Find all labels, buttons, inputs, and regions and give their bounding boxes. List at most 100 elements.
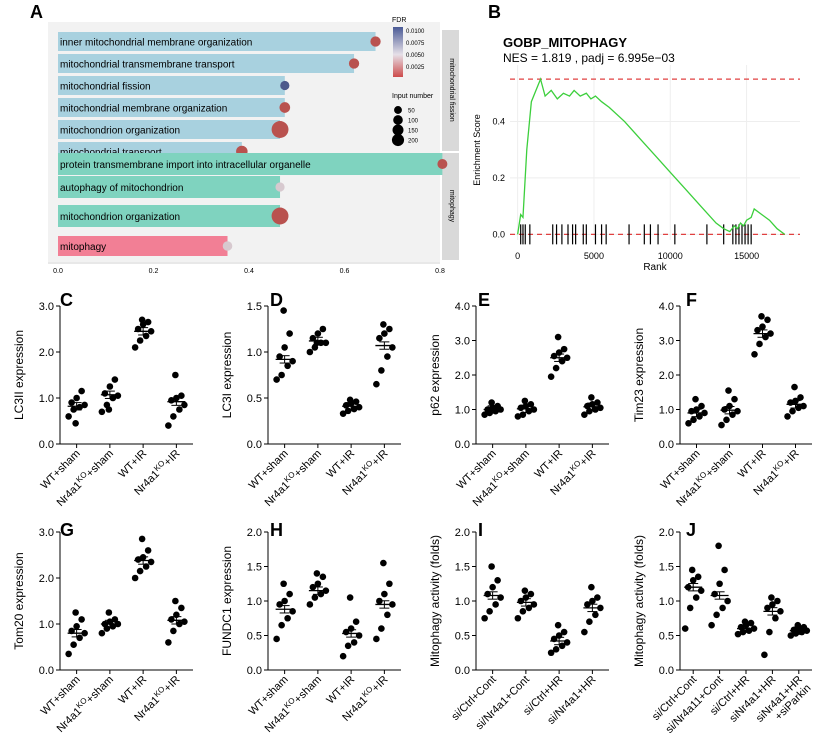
x-label-f-1: Nr4a1KO+sham [672,446,735,508]
bar-label-2: mitochondrial fission [60,82,151,93]
point-c-1-3 [114,392,122,399]
point-c-2-2 [142,332,150,340]
y-tick-e: 2.0 [455,370,470,382]
y-tick-j: 1.0 [659,596,674,608]
panel-label-a: A [30,2,43,22]
point-j-3-1 [766,628,773,636]
point-i-3-0 [581,628,588,636]
point-j-2-7 [741,618,749,625]
point-f-3-1 [789,407,796,415]
point-g-2-6 [144,547,152,554]
point-i-0-2 [492,601,499,608]
point-h-0-7 [280,580,287,588]
point-d-0-1 [278,371,285,379]
y-tick-c: 3.0 [39,301,54,313]
y-tick-f: 1.0 [659,405,674,417]
point-g-3-3 [181,618,188,625]
point-h-3-5 [381,590,388,598]
point-h-3-6 [386,580,393,588]
point-j-1-1 [713,611,720,619]
point-f-1-6 [731,395,738,403]
bar-label-1: mitochondrial transmembrane transport [60,60,235,71]
panel-label-e: E [478,290,491,310]
fdr-point-7 [275,182,285,192]
point-f-2-0 [751,351,758,358]
point-h-1-0 [306,601,314,608]
point-i-3-6 [594,594,601,601]
fdr-point-6 [437,159,448,169]
point-d-0-5 [281,344,288,351]
x-label-d-1: Nr4a1KO+sham [261,446,324,508]
y-tick-i: 1.5 [455,562,470,574]
size-legend-label: 100 [408,119,419,125]
panel-a-go-barplot: mitochondrial fission mitophagy inner mito… [48,17,459,275]
point-f-2-1 [756,340,763,348]
point-c-1-7 [105,406,113,413]
x-tick-b: 10000 [658,251,683,261]
point-c-1-6 [111,376,119,383]
point-i-3-2 [592,611,599,619]
fdr-legend-title: FDR [392,17,406,24]
point-e-3-7 [588,394,595,401]
x-tick-b: 15000 [734,251,759,261]
point-i-0-7 [488,563,495,570]
point-h-2-0 [339,652,347,660]
size-legend-label: 50 [408,109,415,115]
ylabel-b: Enrichment Score [472,114,482,186]
point-c-2-6 [144,318,152,326]
fdr-point-2 [280,80,290,91]
x-label-rest: +sham [292,448,324,480]
x-label-e-1: Nr4a1KO+sham [469,446,532,508]
point-e-3-0 [581,411,588,418]
panel-label-b: B [488,2,501,22]
point-g-0-6 [78,616,85,623]
point-e-3-2 [592,406,599,413]
x-label-g-2: WT+IR [116,674,149,707]
point-f-1-7 [725,387,732,394]
point-g-0-5 [73,623,80,630]
y-tick-i: 1.0 [455,596,470,608]
y-tick-h: 0.5 [247,631,262,643]
point-d-2-2 [350,405,358,413]
strip-label-mitophagy: mitophagy [448,190,455,223]
y-tick-b: 0.2 [492,173,505,183]
point-h-0-0 [273,635,280,643]
xlabel-b: Rank [643,262,667,273]
x-tick-a: 0.0 [53,268,63,275]
fdr-point-4 [271,121,289,138]
point-d-0-2 [284,362,291,370]
point-h-0-4 [276,601,283,608]
point-e-2-7 [554,333,562,341]
point-d-3-7 [380,321,387,328]
point-i-0-0 [481,614,488,622]
point-g-2-2 [142,563,150,570]
strip-mitochondrial-fission [442,30,459,151]
point-d-1-0 [306,348,314,356]
point-c-3-1 [170,413,177,420]
y-tick-e: 0.0 [455,439,470,451]
x-label-f-2: WT+IR [736,448,769,481]
point-h-1-7 [313,570,321,577]
point-d-0-7 [280,307,287,314]
bar-7 [58,176,281,198]
point-j-3-0 [761,651,768,659]
point-e-2-1 [552,364,560,372]
point-i-1-6 [527,590,535,598]
point-e-3-1 [586,407,593,415]
point-i-2-3 [563,639,571,646]
point-h-1-5 [314,580,322,588]
bar-9 [58,236,228,256]
x-tick-b: 0 [515,251,520,261]
y-tick-c: 2.0 [39,347,54,359]
fdr-colorbar [393,27,403,77]
point-d-1-4 [309,334,317,342]
point-g-0-0 [65,650,72,658]
panel-j-mitophagy-plot: 0.0 0.5 1.0 1.5 2.0 Mitophagy activity (folds… [632,527,813,736]
y-tick-j: 0.0 [659,665,674,677]
x-label-rest: +sham [84,674,116,706]
point-h-0-5 [281,597,288,605]
size-legend-dot [391,133,405,147]
